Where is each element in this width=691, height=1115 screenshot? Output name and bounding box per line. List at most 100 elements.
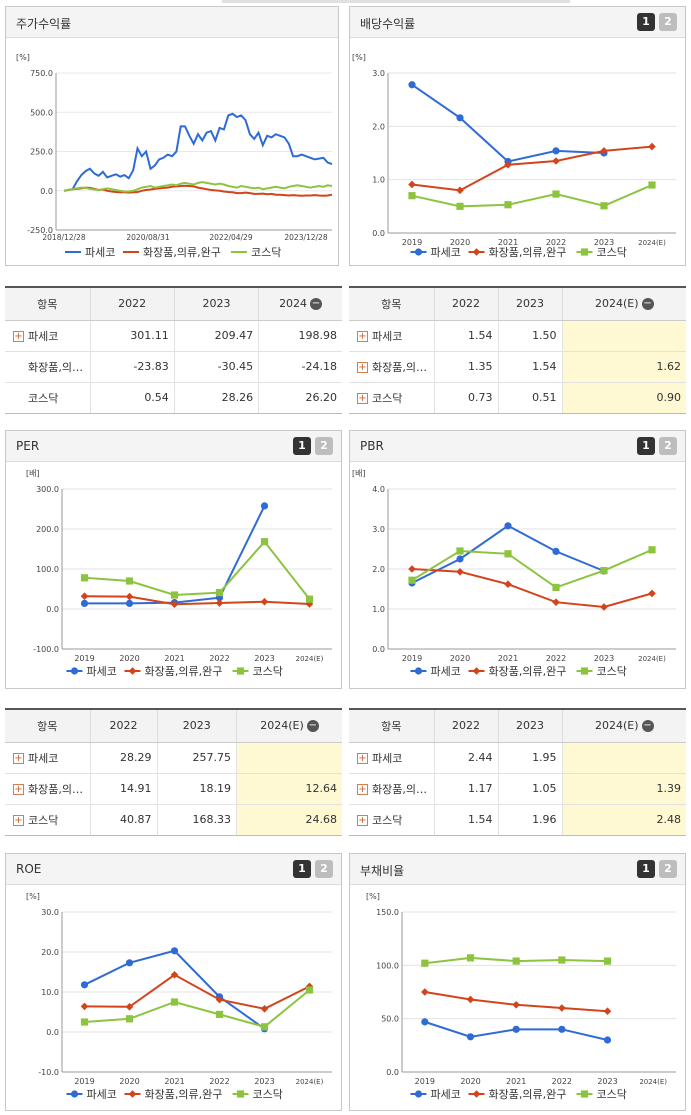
- collapse-icon[interactable]: −: [306, 720, 319, 733]
- unit-label: [%]: [366, 892, 380, 901]
- tab-button-2[interactable]: 2: [659, 13, 677, 31]
- data-point: [512, 1001, 520, 1009]
- expand-icon[interactable]: +: [13, 784, 24, 795]
- series-line: [84, 505, 266, 605]
- x-tick-label: 2023: [254, 1077, 274, 1086]
- data-point: [170, 998, 179, 1006]
- expand-icon[interactable]: +: [357, 784, 368, 795]
- data-point: [170, 591, 179, 599]
- cell: 168.33: [156, 803, 237, 835]
- data-point: [80, 599, 89, 607]
- cell: -23.83: [89, 350, 175, 382]
- data-point: [466, 995, 475, 1004]
- table-returns: 항목 2022 2023 2024− + 파세코 301.11 209.47 19…: [5, 286, 342, 414]
- col-header: 2022: [433, 710, 499, 743]
- collapse-icon[interactable]: −: [641, 720, 654, 733]
- series-line: [84, 595, 310, 606]
- x-tick-label: 2020: [450, 238, 470, 247]
- y-tick-label: 2.0: [372, 122, 385, 131]
- table-header-row: 항목 2022 2023 2024(E) −: [349, 288, 686, 321]
- y-tick-label: 20.0: [41, 948, 59, 957]
- data-point: [648, 546, 656, 554]
- x-tick-label: 2021: [164, 1077, 184, 1086]
- panel-pbr: PBR 1 2 [배] 4.0 3.0 2.0 1.0 0.0 2019 2020 2021 20…: [349, 430, 686, 689]
- series-line: [63, 112, 333, 192]
- pbr-chart: [배] 4.0 3.0 2.0 1.0 0.0 2019 2020 2021 2022 2023 20…: [352, 469, 676, 678]
- expand-icon[interactable]: +: [357, 753, 368, 764]
- row-label: + 코스닥: [349, 803, 434, 835]
- data-point: [466, 954, 475, 962]
- data-point: [558, 1025, 566, 1033]
- data-point: [408, 180, 416, 189]
- expand-icon[interactable]: +: [13, 815, 24, 827]
- tab-button-1[interactable]: 1: [637, 860, 655, 878]
- data-point: [421, 959, 429, 967]
- series-line: [411, 83, 605, 163]
- tab-button-2[interactable]: 2: [315, 437, 333, 455]
- series-line: [411, 145, 653, 192]
- collapse-icon[interactable]: −: [641, 298, 654, 311]
- legend-marker: [472, 1090, 481, 1098]
- collapse-icon[interactable]: −: [310, 298, 323, 311]
- y-tick-label: 1.0: [372, 605, 385, 614]
- table-row: + 화장품,의… 14.91 18.19 12.64: [5, 772, 342, 804]
- legend-label: 파세코: [431, 1088, 461, 1101]
- legend-label: 코스닥: [597, 246, 627, 259]
- legend-label: 화장품,의류,완구: [145, 1088, 223, 1101]
- cell: 26.20: [258, 381, 342, 413]
- expand-icon[interactable]: +: [357, 815, 368, 827]
- cell-estimate: [561, 320, 686, 351]
- tab-button-1[interactable]: 1: [637, 13, 655, 31]
- col-header-label: 2024(E): [260, 719, 304, 733]
- cell: 1.54: [433, 320, 499, 351]
- data-point: [80, 981, 89, 989]
- row-name: 코스닥: [372, 813, 403, 827]
- legend-marker: [580, 1090, 589, 1098]
- row-label: + 파세코: [349, 742, 434, 773]
- tab-button-2[interactable]: 2: [315, 860, 333, 878]
- expand-icon[interactable]: +: [13, 753, 24, 764]
- table-header-row: 항목 2022 2023 2024−: [5, 288, 342, 321]
- x-tick-label: 2020: [450, 654, 470, 663]
- data-point: [558, 1004, 566, 1012]
- x-tick-label: 2022: [546, 654, 566, 663]
- expand-icon[interactable]: +: [13, 331, 24, 342]
- series-line: [84, 540, 311, 600]
- x-tick-label: 2024(E): [638, 239, 666, 247]
- tab-button-2[interactable]: 2: [659, 437, 677, 455]
- row-label: + 코스닥: [349, 381, 434, 413]
- data-point: [603, 957, 612, 965]
- data-point: [456, 547, 464, 555]
- x-tick-label: 2019: [402, 238, 422, 247]
- expand-icon[interactable]: +: [357, 393, 368, 405]
- tab-button-1[interactable]: 1: [637, 437, 655, 455]
- data-point: [512, 957, 520, 965]
- data-point: [80, 574, 89, 582]
- data-point: [408, 576, 416, 584]
- row-name: 화장품,의…: [372, 360, 427, 374]
- data-point: [421, 988, 429, 996]
- expand-icon[interactable]: +: [357, 362, 368, 373]
- col-header: 2022: [89, 288, 175, 321]
- table-row: + 코스닥 0.73 0.51 0.90: [349, 381, 686, 413]
- data-point: [504, 580, 512, 588]
- col-header-label: 2024(E): [595, 297, 639, 311]
- data-point: [456, 186, 464, 195]
- legend-marker: [236, 1090, 245, 1098]
- y-tick-label: 0.0: [372, 229, 385, 238]
- cell: 0.54: [89, 381, 175, 413]
- data-point: [504, 522, 512, 530]
- tab-button-1[interactable]: 1: [293, 437, 311, 455]
- row-label: + 코스닥: [5, 803, 90, 835]
- tab-button-1[interactable]: 1: [293, 860, 311, 878]
- debt-ratio-chart: [%] 150.0 100.0 50.0 0.0 2019 2020 2021 2022 2023…: [366, 892, 676, 1101]
- legend-label: 파세코: [87, 665, 117, 678]
- data-point: [552, 157, 560, 165]
- col-header: 2024(E) −: [236, 710, 342, 743]
- x-tick-label: 2019: [74, 654, 94, 663]
- panel-debt-ratio: 부채비율 1 2 [%] 150.0 100.0 50.0 0.0 2019 2020 202…: [349, 853, 686, 1111]
- x-tick-label: 2022/04/29: [209, 233, 252, 242]
- tab-button-2[interactable]: 2: [659, 860, 677, 878]
- expand-icon[interactable]: +: [357, 331, 368, 342]
- table-row: + 파세코 301.11 209.47 198.98: [5, 320, 342, 351]
